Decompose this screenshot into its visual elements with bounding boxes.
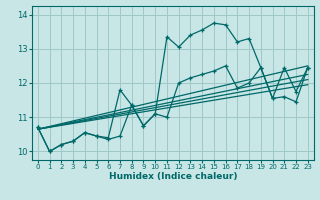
X-axis label: Humidex (Indice chaleur): Humidex (Indice chaleur) — [108, 172, 237, 181]
